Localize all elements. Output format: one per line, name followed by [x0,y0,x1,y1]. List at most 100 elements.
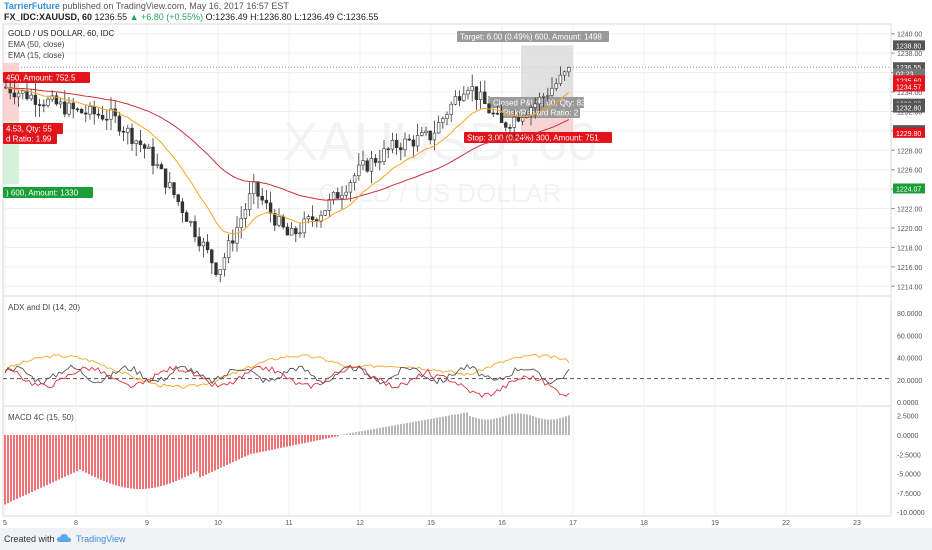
left-amount-label: 450, Amount: 752.5 [3,72,90,83]
created-with-text: Created with [4,534,55,544]
candle-body [25,90,29,100]
time-tick-label: 5 [3,520,7,527]
price-tick-label: 1238.00 [897,51,922,58]
candle-body [247,193,252,210]
candle-body [546,95,550,97]
candle-body [100,114,105,120]
adx-tick-label: 60.0000 [897,333,922,340]
candle-body [407,138,411,141]
candle-body [96,113,101,116]
candle-body [361,160,365,166]
candle-body [37,104,42,106]
price-tag-bg [893,81,925,92]
candle-body [428,130,432,141]
ema15-legend[interactable]: EMA (15, close) [8,51,65,60]
candle-body [567,67,571,73]
candle-body [394,140,399,148]
time-tick-label: 10 [214,520,222,527]
candle-body [344,191,348,196]
risk-reward-label: Risk/Reward Ratio: 2 [500,107,580,118]
candle-body [529,107,533,116]
candle-body [453,96,458,105]
candle-body [138,140,143,145]
candle-body [197,236,201,247]
candle-body [436,122,441,134]
candle-body [386,148,390,151]
tradingview-brand[interactable]: TradingView [76,534,126,544]
published-text: published on TradingView.com, May 16, 20… [62,1,289,11]
high-label: H: [250,12,260,22]
price-tag-bg [893,102,925,113]
left-bottom-label-bg [3,187,93,198]
candle-body [310,216,315,220]
candle-body [390,140,395,150]
chart-canvas[interactable]: XAUUSD, 60 GOLD / US DOLLAR Target: 6.00… [0,22,932,528]
close-value: 1236.55 [345,12,379,22]
candle-body [491,112,495,115]
candle-body [222,257,227,270]
candle-body [142,144,147,149]
macd-tick-label: -10.0000 [897,510,925,517]
macd-tick-label: -5.0000 [897,472,921,479]
candle-body [180,201,185,213]
author-link[interactable]: TarrierFuture [4,1,60,11]
candle-body [67,102,71,115]
candle-body [298,232,302,235]
price-tag-bg [893,75,925,86]
candle-body [445,114,449,119]
macd-histogram [4,412,570,505]
publish-line: TarrierFuture published on TradingView.c… [4,1,378,12]
candle-body [117,115,122,132]
time-axis[interactable]: 5 8 9 10 11 12 15 16 17 18 19 22 23 [3,520,861,527]
candle-body [302,218,306,234]
price-change: ▲ +6.80 (+0.55%) [129,12,204,22]
left-ratio-label: d Ratio: 1.99 [3,133,57,144]
adx-tick-label: 0.0000 [897,400,919,407]
candle-body [373,158,378,163]
target-label-text: Target: 6.00 (0.49%) 600, Amount: 1498 [460,33,602,42]
adx-panel-frame [2,295,892,407]
last-price: 1236.55 [94,12,128,22]
price-tick-label: 1214.00 [897,284,922,291]
time-tick-label: 12 [356,520,364,527]
candle-body [163,168,168,188]
candle-body [516,116,521,122]
candle-body [54,95,59,105]
left-qty-label: 4.53, Qty: 55 [3,123,63,134]
candle-body [155,164,159,166]
price-tick-label: 1232.00 [897,109,922,116]
macd-tick-label: -7.5000 [897,491,921,498]
risk-reward-label-text: Risk/Reward Ratio: 2 [503,109,579,118]
candle-body [331,192,336,200]
ema-lines [5,87,570,235]
candle-body [533,103,537,108]
macd-legend[interactable]: MACD 4C (15, 50) [8,413,74,422]
candle-body [357,164,361,177]
candle-body [88,105,92,115]
candle-body [562,71,567,76]
candle-body [201,241,206,247]
candle-body [495,112,500,115]
candle-body [172,182,176,196]
candle-body [411,139,416,147]
candle-body [281,216,285,228]
left-ratio-label-text: d Ratio: 1.99 [6,135,52,144]
candle-body [239,218,243,228]
candle-body [260,195,264,201]
ema50-legend[interactable]: EMA (50, close) [8,40,65,49]
candle-body [558,74,563,84]
candle-body [46,98,50,106]
candle-body [474,86,479,100]
candle-body [42,104,46,107]
adx-legend[interactable]: ADX and DI (14, 20) [8,303,80,312]
price-tag-label: 1238.80 [896,43,921,50]
price-tick-label: 1240.00 [897,32,922,39]
candle-body [487,103,491,114]
macd-tick-label: -2.5000 [897,452,921,459]
candle-body [12,92,17,98]
candle-body [466,90,470,95]
candle-body [336,192,340,199]
price-axis[interactable]: 1240.001238.001236.001234.001232.001230.… [891,32,925,292]
open-value: 1236.49 [215,12,248,22]
candle-body [75,108,80,111]
